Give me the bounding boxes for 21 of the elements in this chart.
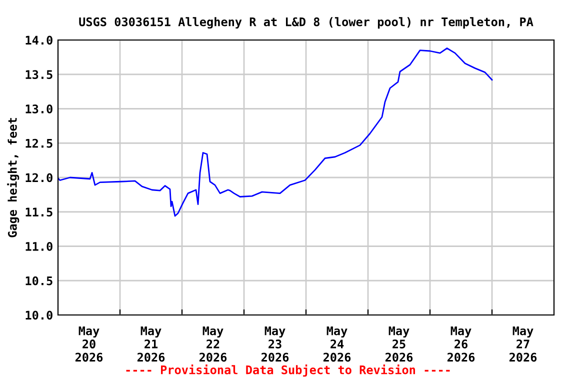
y-tick-label: 10.5 (26, 276, 52, 286)
x-tick-label: May 27 2026 (509, 326, 537, 362)
line-series (58, 48, 493, 217)
x-tick-label: May 24 2026 (323, 326, 351, 362)
x-tick-label: May 23 2026 (261, 326, 289, 362)
y-tick-label: 14.0 (26, 36, 52, 45)
chart-title: USGS 03036151 Allegheny R at L&D 8 (lower pool) nr Templeton, PA (79, 17, 534, 29)
y-tick-label: 13.5 (26, 70, 52, 80)
y-axis-title: Gage height, feet (7, 118, 20, 238)
y-tick-label: 10.0 (26, 310, 52, 320)
x-tick-label: May 20 2026 (75, 326, 103, 362)
y-tick-label: 11.5 (26, 208, 52, 217)
x-tick-label: May 26 2026 (447, 326, 475, 362)
y-tick-label: 11.0 (26, 242, 52, 251)
y-tick-label: 12.0 (26, 173, 52, 182)
text: ---- Provisional Data Subject to Revision ---- (126, 364, 450, 377)
x-tick-label: May 21 2026 (137, 326, 165, 362)
y-tick-label: 13.0 (26, 104, 52, 114)
x-tick-label: May 25 2026 (385, 326, 413, 362)
x-tick-label: May 22 2026 (199, 326, 227, 362)
y-tick-label: 12.5 (26, 138, 52, 148)
